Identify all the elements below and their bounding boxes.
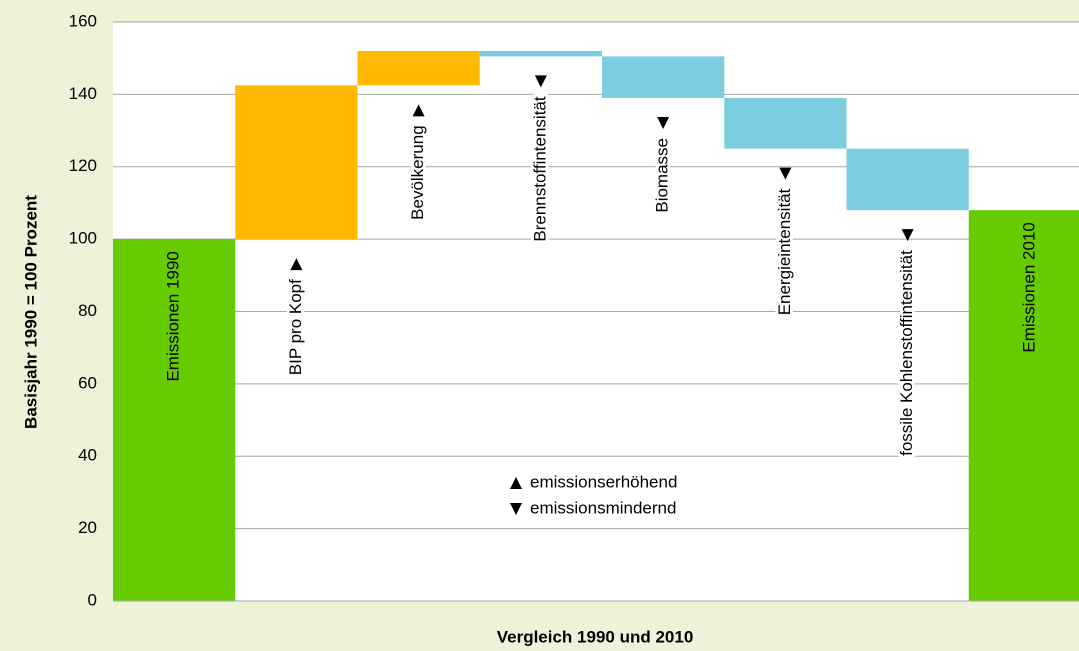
direction-marker	[412, 104, 425, 117]
direction-marker	[290, 258, 303, 271]
y-tick-label: 100	[69, 229, 97, 248]
bar	[113, 239, 236, 601]
y-tick-label: 20	[78, 518, 97, 537]
direction-marker	[901, 229, 914, 242]
category-label: Bevölkerung	[408, 125, 427, 220]
bar	[968, 210, 1079, 602]
legend-marker	[510, 503, 522, 515]
y-tick-label: 60	[78, 373, 97, 392]
legend-marker	[510, 477, 522, 489]
y-tick-label: 40	[78, 446, 97, 465]
y-tick-label: 80	[78, 301, 97, 320]
bar	[357, 50, 480, 86]
bar	[602, 56, 725, 98]
bar	[846, 148, 969, 211]
category-label: Emissionen 1990	[164, 251, 183, 381]
y-axis-title: Basisjahr 1990 = 100 Prozent	[21, 195, 40, 429]
legend-label: emissionsmindernd	[530, 498, 676, 517]
category-label: Emissionen 2010	[1019, 222, 1038, 352]
bar	[235, 85, 358, 240]
direction-marker	[534, 75, 547, 88]
category-label: fossile Kohlenstoffintensität	[897, 250, 916, 456]
category-label: Brennstoffintensität	[530, 96, 549, 241]
category-label: Energieintensität	[775, 188, 794, 315]
direction-marker	[657, 116, 670, 129]
direction-marker	[779, 167, 792, 180]
y-tick-label: 140	[69, 84, 97, 103]
category-label: BIP pro Kopf	[286, 279, 305, 375]
y-tick-label: 0	[88, 590, 97, 609]
y-tick-label: 120	[69, 156, 97, 175]
legend-label: emissionserhöhend	[530, 472, 677, 491]
bar	[479, 50, 602, 57]
x-axis-title: Vergleich 1990 und 2010	[497, 627, 694, 646]
y-tick-label: 160	[69, 11, 97, 30]
bar	[724, 97, 847, 149]
category-label: Biomasse	[653, 138, 672, 213]
